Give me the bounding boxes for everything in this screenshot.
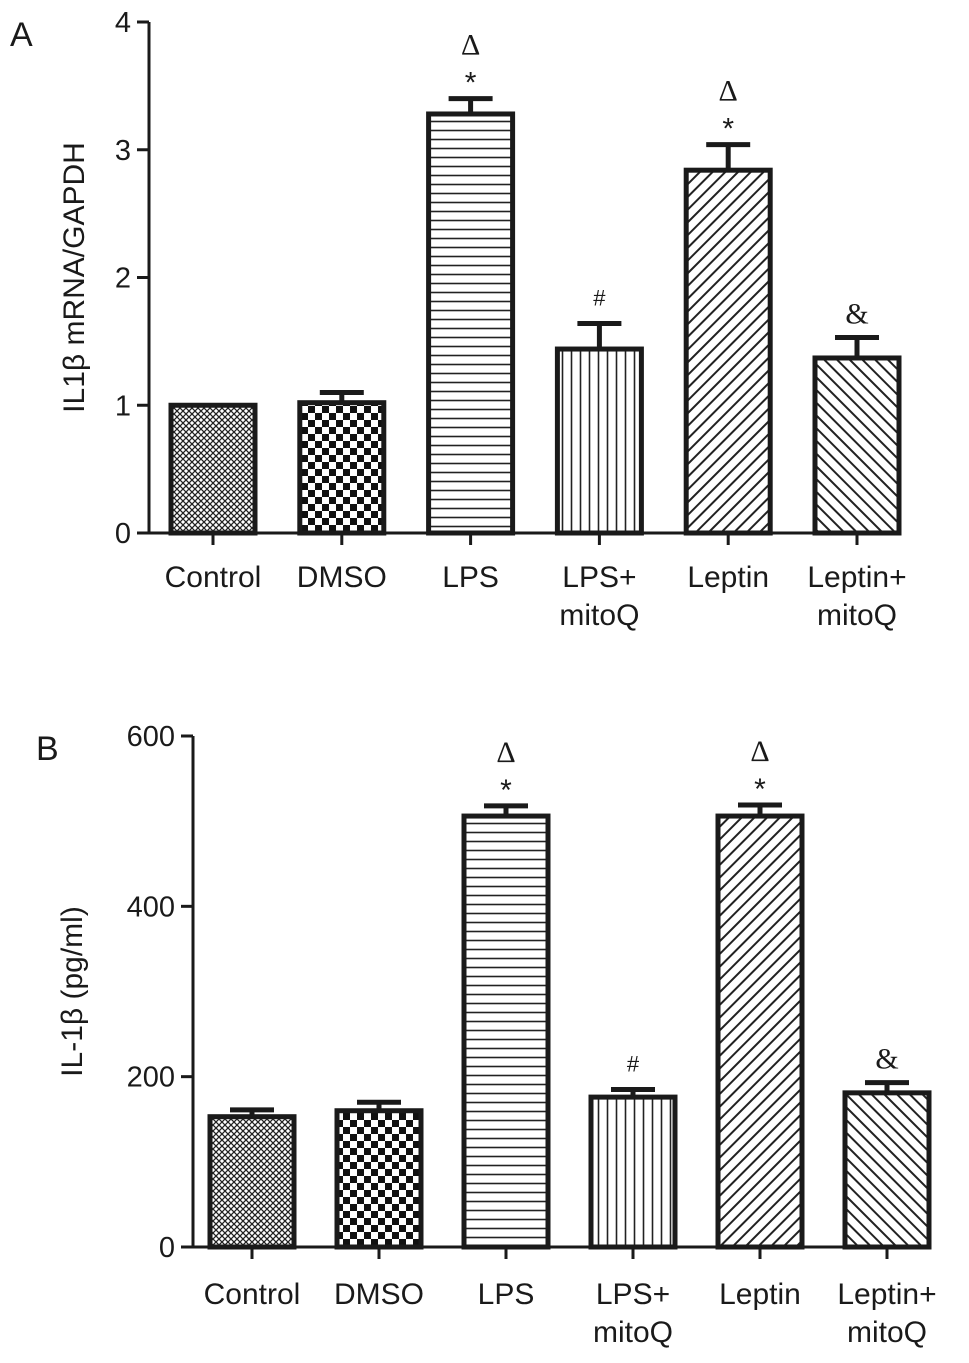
y-tick-label: 200: [127, 1062, 175, 1094]
category-label: Leptin: [719, 1278, 801, 1311]
y-tick-label: 400: [127, 891, 175, 923]
annotation-star: *: [465, 67, 477, 100]
y-axis-title: IL1β mRNA/GAPDH: [58, 142, 91, 413]
category-label: Control: [165, 561, 262, 594]
annotation-mark: &: [875, 1043, 898, 1076]
annotation-star: *: [500, 774, 512, 807]
bar-2: [297, 400, 387, 536]
bar-3: [461, 813, 551, 1250]
y-axis-title: IL-1β (pg/ml): [56, 906, 89, 1077]
y-tick-label: 4: [115, 7, 131, 39]
annotation-mark: &: [845, 298, 868, 331]
chart-panel-b: B IL-1β (pg/ml) Control DMSO Δ * LPS # LPS+ mitoQ…: [36, 721, 937, 1349]
y-tick-label: 600: [127, 721, 175, 753]
category-label: DMSO: [334, 1278, 424, 1311]
bar-1: [168, 402, 258, 536]
bar-1: [207, 1114, 297, 1250]
y-tick-label: 3: [115, 135, 131, 167]
panel-letter: A: [10, 16, 33, 54]
annotation-delta: Δ: [750, 735, 769, 768]
y-tick-label: 0: [159, 1232, 175, 1264]
category-label: LPS: [442, 561, 499, 594]
category-label: LPS+ mitoQ: [559, 561, 639, 632]
category-label: Leptin+ mitoQ: [837, 1278, 936, 1349]
category-label: Leptin: [687, 561, 769, 594]
annotation-delta: Δ: [461, 29, 480, 62]
annotation-delta: Δ: [496, 736, 515, 769]
chart-panel-a: A IL1β mRNA/GAPDH Control DMSO Δ * LPS # LPS+ mit…: [10, 7, 907, 632]
annotation-delta: Δ: [719, 75, 738, 108]
bar-6: [812, 355, 902, 536]
category-label: LPS: [478, 1278, 535, 1311]
category-label: Leptin+ mitoQ: [807, 561, 906, 632]
annotation-mark: #: [627, 1051, 640, 1076]
y-tick-label: 2: [115, 263, 131, 295]
bar-5: [715, 813, 805, 1250]
category-label: LPS+ mitoQ: [593, 1278, 673, 1349]
panel-letter: B: [36, 730, 59, 768]
category-label: DMSO: [297, 561, 387, 594]
category-label: Control: [204, 1278, 301, 1311]
bar-2: [334, 1108, 424, 1250]
bar-5: [683, 167, 773, 536]
annotation-star: *: [754, 773, 766, 806]
bar-6: [842, 1090, 932, 1250]
bar-4: [554, 346, 644, 536]
y-tick-label: 1: [115, 390, 131, 422]
bar-4: [588, 1094, 678, 1250]
annotation-star: *: [722, 113, 734, 146]
bar-3: [426, 111, 516, 536]
y-tick-label: 0: [115, 518, 131, 550]
annotation-mark: #: [593, 285, 606, 310]
